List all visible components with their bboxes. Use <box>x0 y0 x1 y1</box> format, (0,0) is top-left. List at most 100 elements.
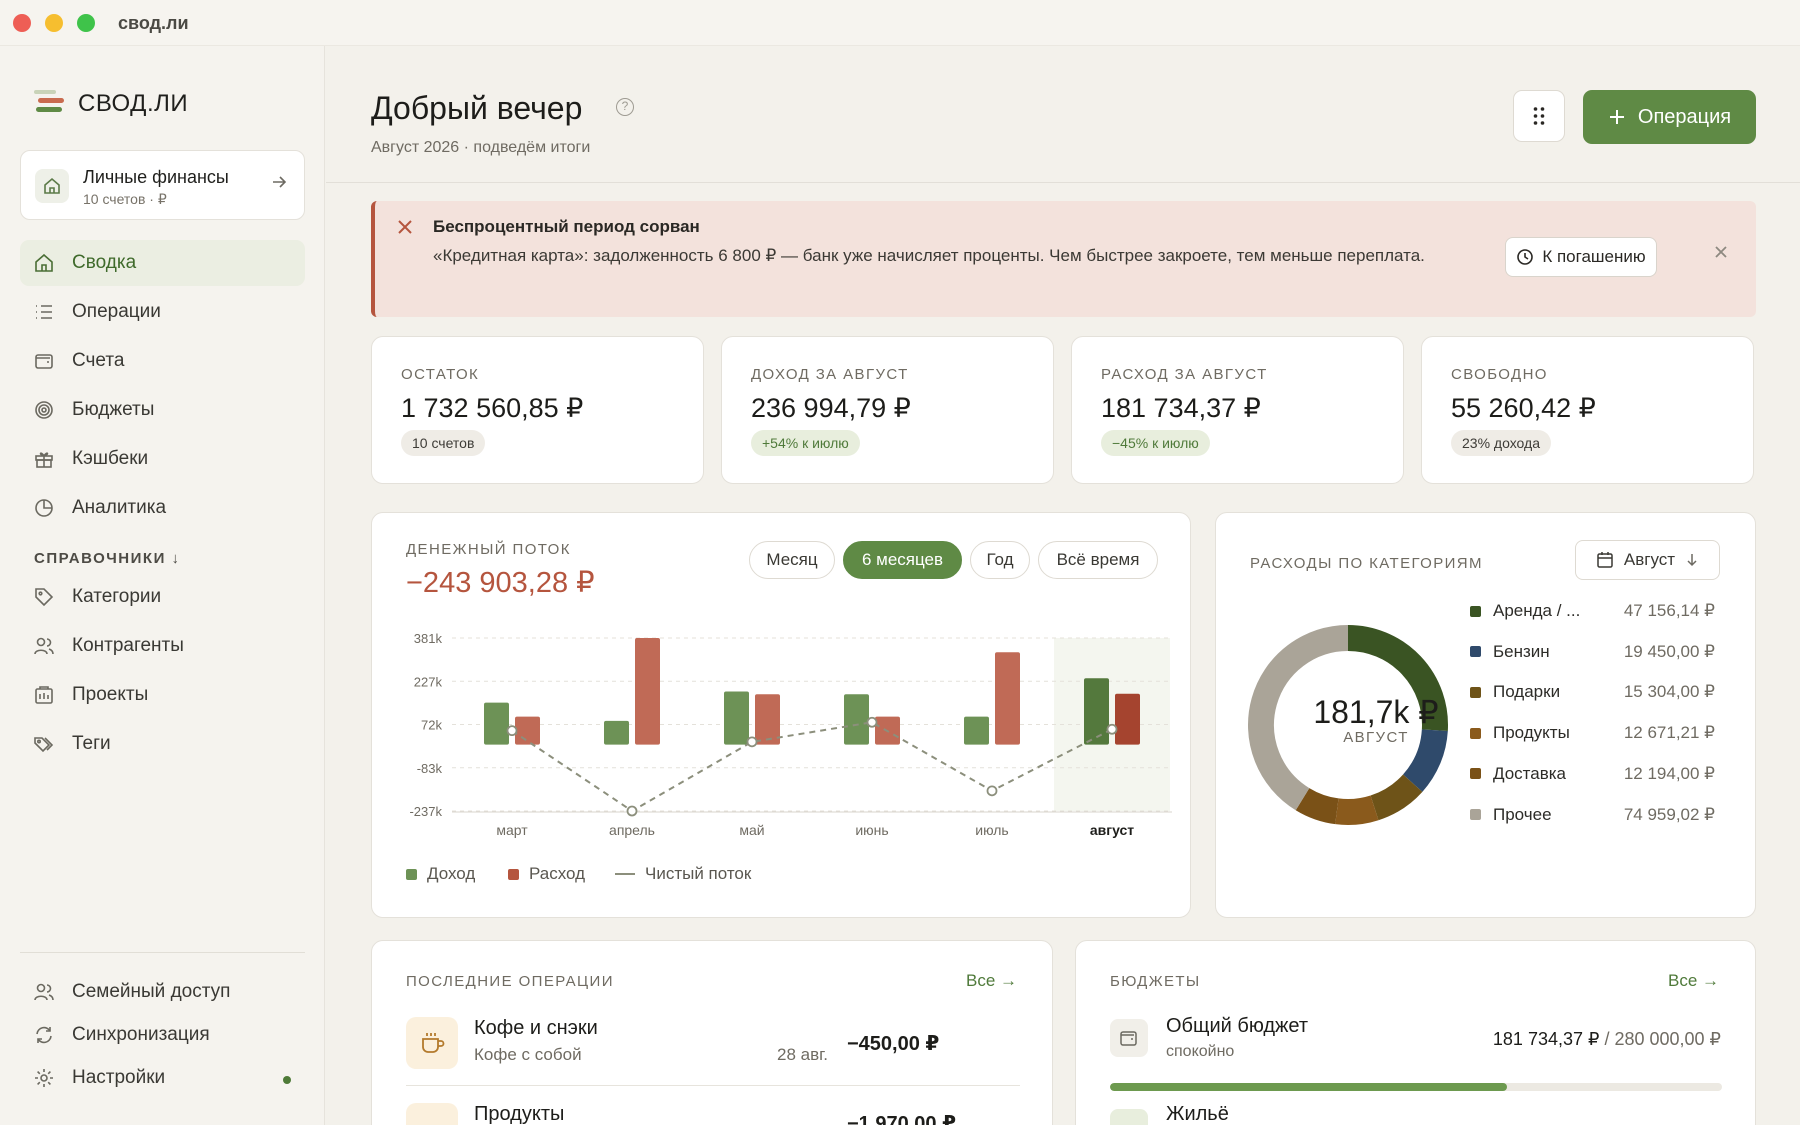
category-swatch <box>1470 605 1481 617</box>
net-flow-point[interactable] <box>746 736 758 748</box>
categories-label: РАСХОДЫ ПО КАТЕГОРИЯМ <box>1250 555 1483 572</box>
expense-bar[interactable] <box>635 638 660 745</box>
close-window-button[interactable] <box>13 14 31 32</box>
category-row[interactable]: Прочее 74 959,02 ₽ <box>1470 803 1715 827</box>
tag-icon <box>32 585 56 609</box>
donut-slice[interactable] <box>1402 728 1448 792</box>
net-flow-point[interactable] <box>626 805 638 817</box>
x-tick-label: апрель <box>609 822 655 838</box>
donut-slice[interactable] <box>1295 787 1340 825</box>
kpi-card-balance[interactable]: ОСТАТОК 1 732 560,85 ₽ 10 счетов <box>371 336 704 484</box>
expense-bar[interactable] <box>515 716 540 745</box>
income-bar[interactable] <box>724 691 749 745</box>
category-amount: 19 450,00 ₽ <box>1623 641 1715 661</box>
logo-text: СВОД.ЛИ <box>78 90 189 117</box>
wallet-icon <box>1110 1019 1148 1057</box>
donut-slice[interactable] <box>1370 774 1423 821</box>
budget-name[interactable]: Жильё <box>1166 1103 1229 1125</box>
net-flow-point[interactable] <box>506 725 518 737</box>
nav-item-tags[interactable]: Теги <box>20 721 305 767</box>
income-bar[interactable] <box>1084 678 1109 745</box>
budget-name[interactable]: Общий бюджет <box>1166 1015 1309 1037</box>
x-tick-label: июль <box>975 822 1008 838</box>
list-divider <box>406 1085 1020 1086</box>
net-flow-point[interactable] <box>986 785 998 797</box>
nav-item-cashback[interactable]: Кэшбеки <box>20 436 305 482</box>
net-flow-point[interactable] <box>866 716 878 728</box>
nav-item-budgets[interactable]: Бюджеты <box>20 387 305 433</box>
window-title: свод.ли <box>118 13 189 33</box>
x-tick-label: март <box>496 822 528 838</box>
workspace-name: Личные финансы <box>83 167 229 187</box>
nav-item-family-access[interactable]: Семейный доступ <box>20 969 305 1015</box>
kpi-badge: 23% дохода <box>1451 430 1551 456</box>
income-bar[interactable] <box>964 716 989 745</box>
nav-item-accounts[interactable]: Счета <box>20 338 305 384</box>
page-subtitle: Август 2026 · подведём итоги <box>371 139 591 156</box>
recent-operations-all-link[interactable]: Все → <box>966 971 1018 990</box>
category-row[interactable]: Продукты 12 671,21 ₽ <box>1470 721 1715 745</box>
widgets-menu-button[interactable] <box>1513 90 1565 142</box>
budgets-all-link[interactable]: Все → <box>1668 971 1720 990</box>
repay-button[interactable]: К погашению <box>1505 237 1657 277</box>
expense-bar[interactable] <box>755 694 780 745</box>
category-row[interactable]: Подарки 15 304,00 ₽ <box>1470 680 1715 704</box>
x-tick-label: июнь <box>855 822 888 838</box>
category-amount: 12 671,21 ₽ <box>1623 723 1715 743</box>
kpi-card-expense[interactable]: РАСХОД ЗА АВГУСТ 181 734,37 ₽ −45% к июл… <box>1071 336 1404 484</box>
target-icon <box>32 398 56 422</box>
period-tab-year[interactable]: Год <box>970 541 1030 579</box>
cashflow-card: ДЕНЕЖНЫЙ ПОТОК −243 903,28 ₽ Месяц 6 мес… <box>371 512 1191 918</box>
zoom-window-button[interactable] <box>77 14 95 32</box>
expense-bar[interactable] <box>995 652 1020 745</box>
category-name: Подарки <box>1493 682 1561 702</box>
operation-name[interactable]: Продукты <box>474 1103 565 1125</box>
income-bar[interactable] <box>484 702 509 745</box>
workspace-switcher[interactable]: Личные финансы 10 счетов · ₽ <box>20 150 305 220</box>
income-bar[interactable] <box>604 720 629 745</box>
nav-item-settings[interactable]: Настройки <box>20 1055 305 1101</box>
period-tab-all-time[interactable]: Всё время <box>1038 541 1158 579</box>
nav-item-operations[interactable]: Операции <box>20 289 305 335</box>
add-operation-button[interactable]: Операция <box>1583 90 1756 144</box>
nav-item-counterparties[interactable]: Контрагенты <box>20 623 305 669</box>
section-label-references[interactable]: СПРАВОЧНИКИ ↓ <box>34 550 181 567</box>
y-tick-label: -83k <box>417 761 443 776</box>
close-icon[interactable] <box>1714 245 1728 264</box>
y-tick-label: 381k <box>414 631 443 646</box>
donut-slice[interactable] <box>1347 625 1448 731</box>
nav-item-summary[interactable]: Сводка <box>20 240 305 286</box>
sync-icon <box>32 1023 56 1047</box>
category-row[interactable]: Бензин 19 450,00 ₽ <box>1470 640 1715 664</box>
category-row[interactable]: Аренда / ... 47 156,14 ₽ <box>1470 599 1715 623</box>
income-bar[interactable] <box>844 694 869 745</box>
net-flow-line <box>511 721 1113 813</box>
nav-item-categories[interactable]: Категории <box>20 574 305 620</box>
period-tab-6-months[interactable]: 6 месяцев <box>843 541 962 579</box>
help-icon[interactable]: ? <box>616 98 634 116</box>
tags-icon <box>32 732 56 756</box>
minimize-window-button[interactable] <box>45 14 63 32</box>
period-tab-month[interactable]: Месяц <box>749 541 835 579</box>
legend-income: Доход <box>406 864 475 884</box>
recent-operations-label: ПОСЛЕДНИЕ ОПЕРАЦИИ <box>406 973 614 990</box>
nav-item-sync[interactable]: Синхронизация <box>20 1012 305 1058</box>
operation-name[interactable]: Кофе и снэки <box>474 1017 598 1039</box>
expense-bar[interactable] <box>1115 693 1140 745</box>
category-amount: 47 156,14 ₽ <box>1623 601 1715 620</box>
kpi-card-free[interactable]: СВОБОДНО 55 260,42 ₽ 23% дохода <box>1421 336 1754 484</box>
budget-spent: 181 734,37 ₽ <box>1492 1029 1600 1049</box>
month-select[interactable]: Август <box>1575 540 1720 580</box>
kpi-card-income[interactable]: ДОХОД ЗА АВГУСТ 236 994,79 ₽ +54% к июлю <box>721 336 1054 484</box>
donut-slice[interactable] <box>1335 795 1379 825</box>
nav-item-projects[interactable]: Проекты <box>20 672 305 718</box>
donut-slice[interactable] <box>1248 625 1349 811</box>
nav-item-analytics[interactable]: Аналитика <box>20 485 305 531</box>
nav-item-label: Синхронизация <box>72 1024 210 1045</box>
net-flow-point[interactable] <box>1106 723 1118 735</box>
sidebar: СВОД.ЛИ Личные финансы 10 счетов · ₽ Сво… <box>0 46 325 1125</box>
category-row[interactable]: Доставка 12 194,00 ₽ <box>1470 762 1715 786</box>
budget-progress-fill <box>1110 1083 1508 1091</box>
category-swatch <box>1470 727 1481 739</box>
home-icon <box>32 251 56 275</box>
